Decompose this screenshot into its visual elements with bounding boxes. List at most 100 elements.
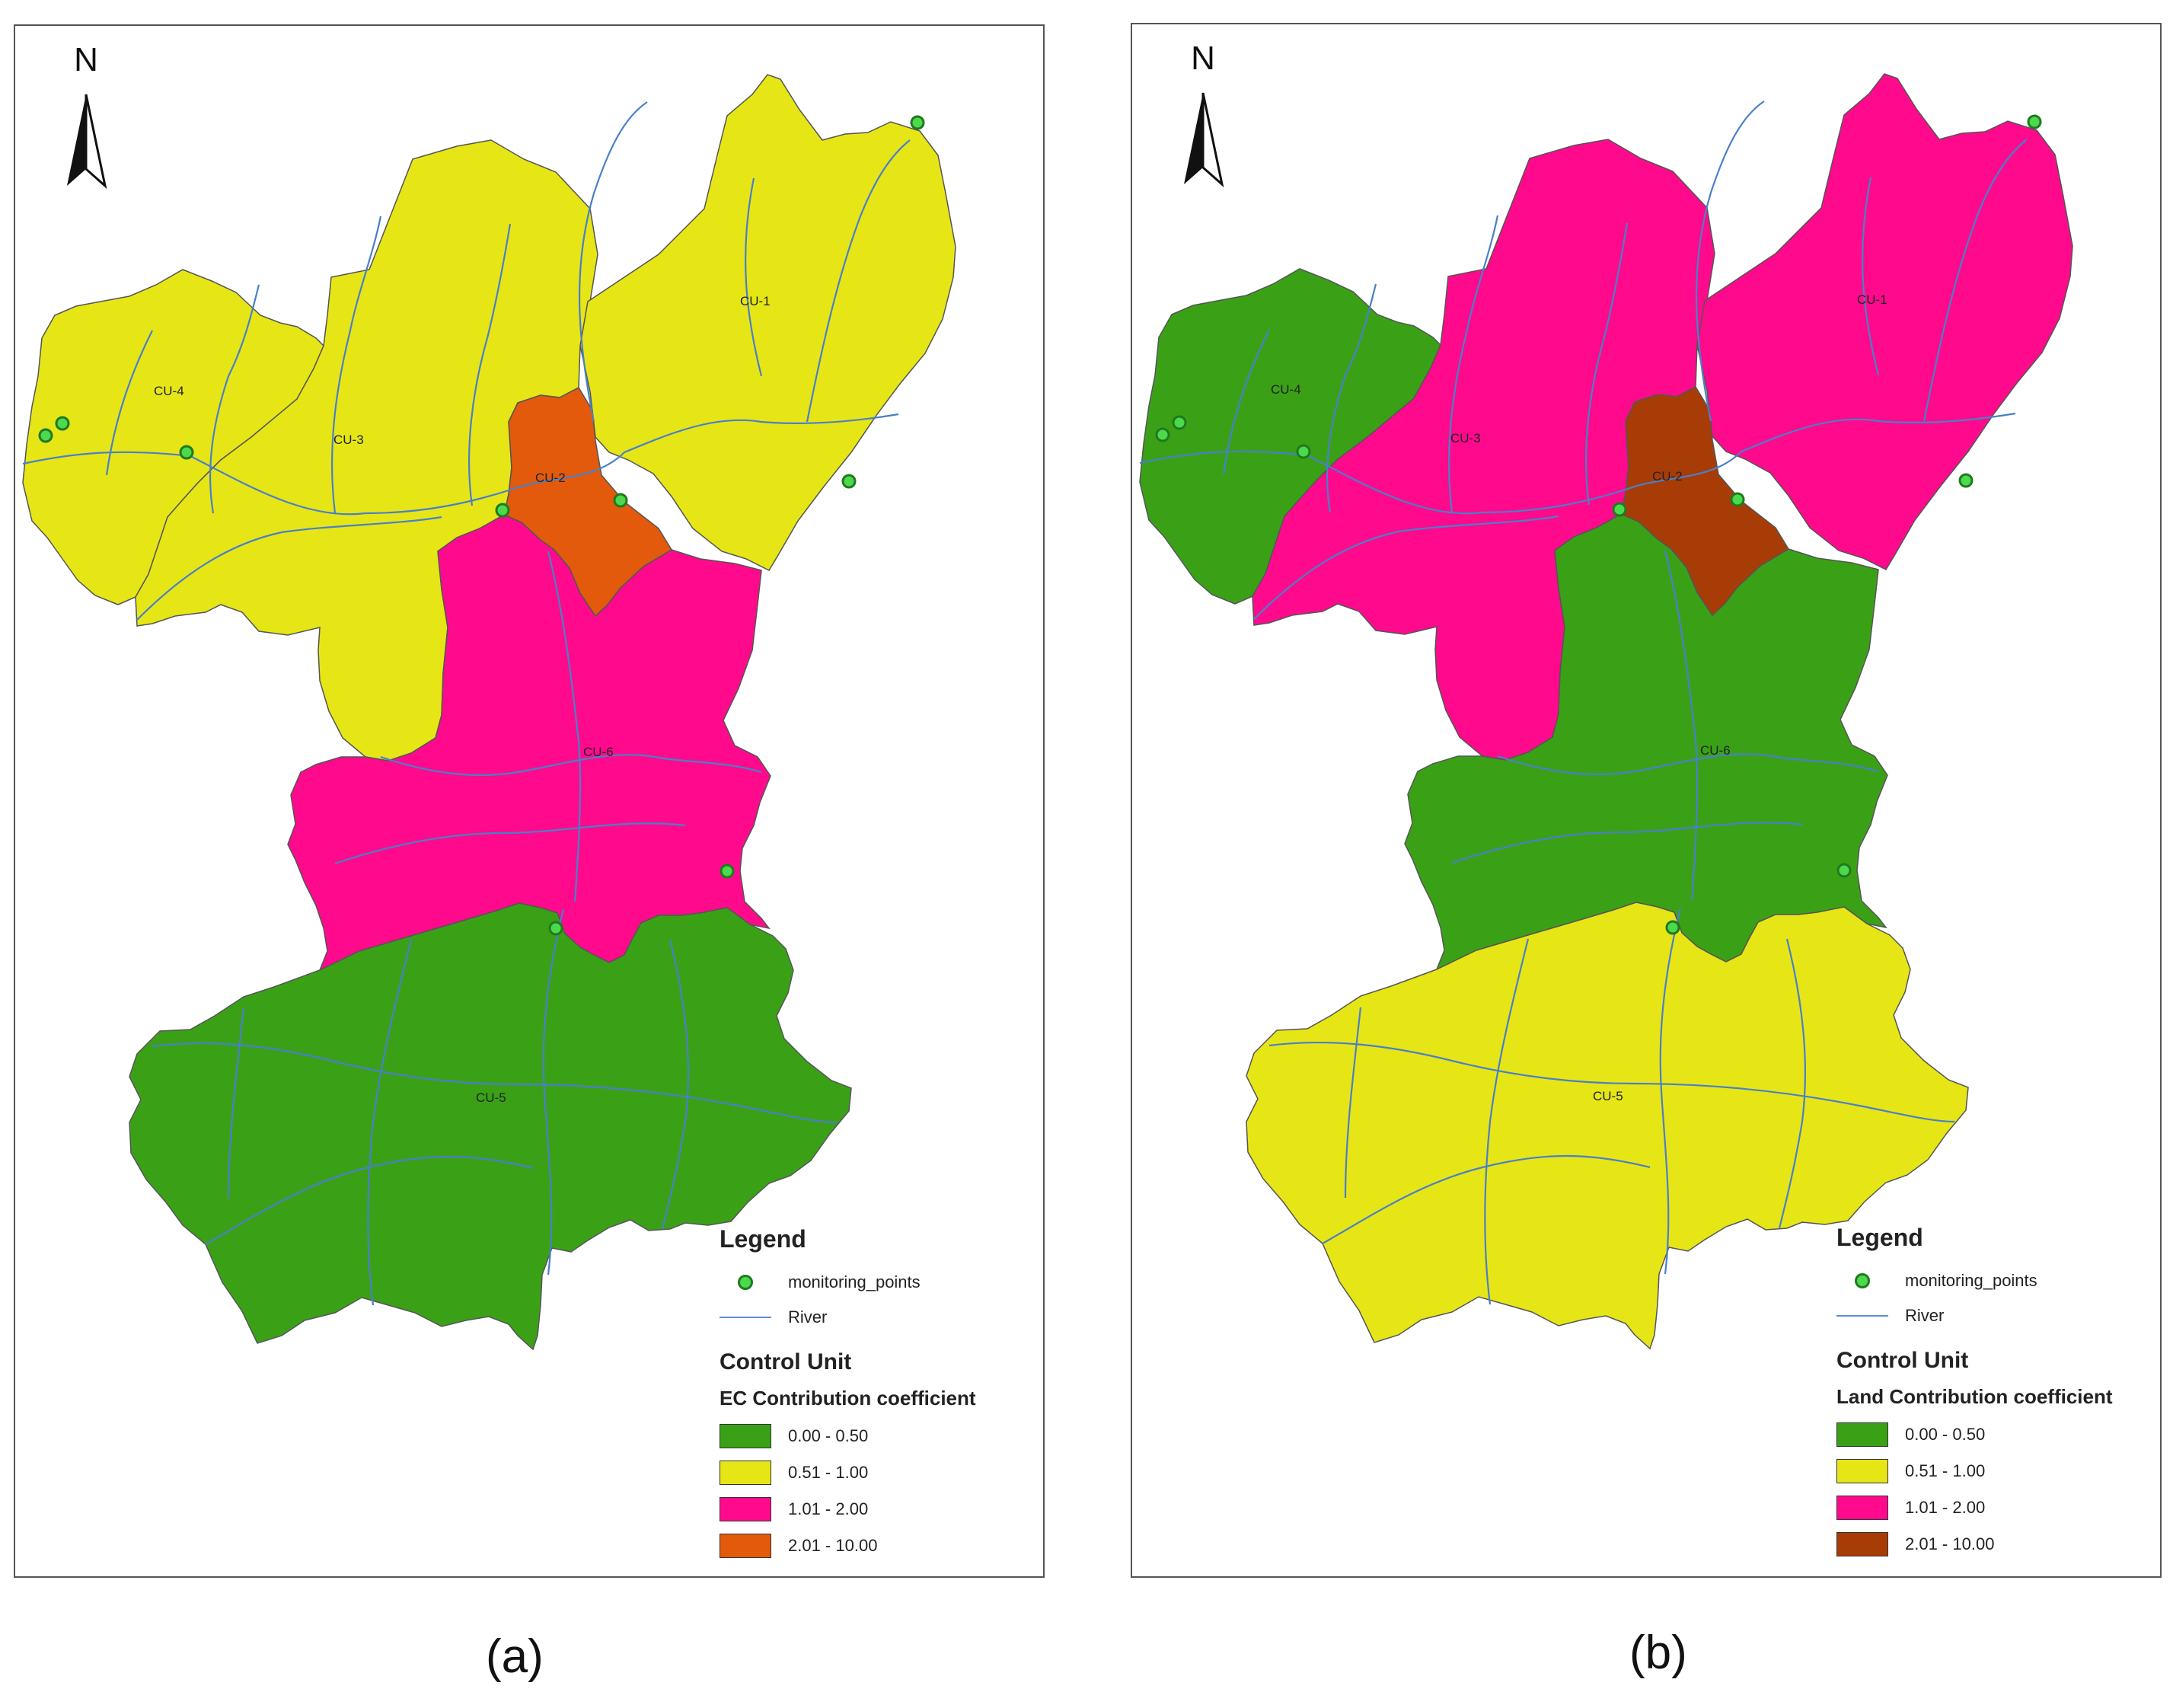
river-line xyxy=(330,215,382,514)
legend-river-row: River xyxy=(1836,1303,1944,1329)
map-canvas-b xyxy=(1139,73,2073,1350)
map-panel-a: N CU-1 CU-2 CU-3 CU-4 CU-5 CU-6 Legend m… xyxy=(14,24,1045,1578)
river-line xyxy=(1862,177,1880,376)
river-line xyxy=(1447,215,1499,513)
control-unit-cu-2 xyxy=(1620,386,1790,617)
map-panel-b: N CU-1 CU-2 CU-3 CU-4 CU-5 CU-6 Legend m… xyxy=(1131,23,2162,1578)
river-line xyxy=(334,822,686,865)
river-line xyxy=(1344,1007,1362,1199)
river-line xyxy=(1664,550,1699,902)
river-line xyxy=(1268,1041,1955,1123)
panel-caption-b: (b) xyxy=(1629,1627,1687,1679)
monitoring-point xyxy=(1730,492,1745,507)
class-label: 0.00 - 0.50 xyxy=(1905,1425,1986,1444)
legend-river-label: River xyxy=(788,1307,828,1326)
river-line xyxy=(1322,1154,1651,1244)
monitoring-point xyxy=(841,474,857,489)
river-line xyxy=(745,177,763,377)
map-canvas-a xyxy=(22,74,956,1351)
river-line xyxy=(152,1042,838,1124)
river-line xyxy=(380,754,762,777)
river-line xyxy=(1778,938,1807,1229)
class-label: 0.51 - 1.00 xyxy=(1905,1461,1986,1480)
monitoring-point xyxy=(1172,415,1187,430)
river-line xyxy=(547,551,582,902)
control-unit-cu-5 xyxy=(1246,902,1969,1350)
class-swatch xyxy=(1836,1496,1888,1520)
legend-class-row: 0.51 - 1.00 xyxy=(720,1460,868,1486)
cu-label: CU-4 xyxy=(154,384,184,398)
river-line xyxy=(1484,938,1530,1305)
monitoring-point xyxy=(1612,502,1627,517)
class-swatch xyxy=(1836,1422,1888,1447)
legend-monitoring-row: monitoring_points xyxy=(1836,1268,2037,1294)
class-label: 1.01 - 2.00 xyxy=(1905,1498,1986,1517)
cu-label: CU-6 xyxy=(1700,743,1731,758)
river-line xyxy=(1253,515,1559,620)
monitoring-point xyxy=(910,115,925,130)
monitoring-point xyxy=(495,503,510,518)
north-label: N xyxy=(1191,40,1215,77)
legend-subheading: EC Contribution coefficient xyxy=(720,1387,976,1409)
cu-label: CU-2 xyxy=(535,471,566,485)
cu-label: CU-5 xyxy=(1593,1089,1623,1103)
legend-river-row: River xyxy=(720,1304,827,1330)
monitoring-point xyxy=(2027,114,2042,129)
class-swatch xyxy=(720,1534,771,1558)
panel-caption-a: (a) xyxy=(486,1630,544,1683)
legend-subheading: Land Contribution coefficient xyxy=(1836,1385,2113,1408)
legend-heading: Control Unit xyxy=(720,1349,852,1374)
control-unit-cu-1 xyxy=(579,74,956,571)
control-unit-cu-1 xyxy=(1696,73,2073,570)
river-line xyxy=(467,223,512,506)
legend-title: Legend xyxy=(720,1225,806,1253)
legend-title: Legend xyxy=(1836,1224,1923,1251)
class-swatch xyxy=(1836,1532,1888,1556)
legend-class-row: 0.00 - 0.50 xyxy=(1836,1422,1985,1448)
legend-river-label: River xyxy=(1905,1306,1945,1325)
cu-label: CU-1 xyxy=(1857,292,1887,307)
north-label: N xyxy=(74,41,98,78)
cu-label: CU-6 xyxy=(583,745,614,759)
river-line xyxy=(661,939,690,1230)
river-line xyxy=(1659,908,1682,1275)
north-arrow-icon: N xyxy=(52,41,120,209)
monitoring-point xyxy=(1155,427,1170,442)
river-line xyxy=(1222,329,1270,475)
monitoring-point xyxy=(613,493,628,508)
cu-label: CU-5 xyxy=(476,1090,506,1105)
legend-class-row: 2.01 - 10.00 xyxy=(1836,1531,1994,1557)
river-line xyxy=(227,1007,245,1199)
monitoring-point xyxy=(1665,920,1680,935)
monitoring-point xyxy=(38,428,53,443)
legend-class-row: 1.01 - 2.00 xyxy=(720,1496,868,1522)
river-line xyxy=(806,139,911,423)
legend-monitoring-label: monitoring_points xyxy=(1905,1271,2037,1290)
legend-class-row: 1.01 - 2.00 xyxy=(1836,1495,1985,1521)
monitoring-point-icon xyxy=(1855,1273,1870,1288)
monitoring-point xyxy=(55,416,70,431)
monitoring-point xyxy=(1958,473,1974,488)
cu-label: CU-1 xyxy=(740,294,771,308)
control-unit-cu-5 xyxy=(129,902,852,1351)
river-line xyxy=(136,516,442,621)
monitoring-point xyxy=(1296,444,1311,459)
class-label: 0.00 - 0.50 xyxy=(788,1426,869,1445)
legend-heading: Control Unit xyxy=(1836,1348,1969,1373)
river-line xyxy=(205,1155,534,1245)
river-line xyxy=(578,101,648,423)
river-line xyxy=(1923,139,2028,422)
class-label: 2.01 - 10.00 xyxy=(788,1536,878,1555)
legend-monitoring-label: monitoring_points xyxy=(788,1272,921,1291)
river-line xyxy=(105,330,153,476)
legend-class-row: 0.51 - 1.00 xyxy=(1836,1458,1985,1484)
class-label: 2.01 - 10.00 xyxy=(1905,1534,1995,1553)
cu-label: CU-3 xyxy=(333,433,364,447)
legend-class-row: 2.01 - 10.00 xyxy=(720,1533,877,1559)
river-line-icon xyxy=(720,1317,771,1318)
river-line xyxy=(1451,822,1803,864)
legend-monitoring-row: monitoring_points xyxy=(720,1269,921,1295)
class-swatch xyxy=(720,1497,771,1521)
cu-label: CU-4 xyxy=(1271,382,1301,397)
class-swatch xyxy=(720,1424,771,1448)
